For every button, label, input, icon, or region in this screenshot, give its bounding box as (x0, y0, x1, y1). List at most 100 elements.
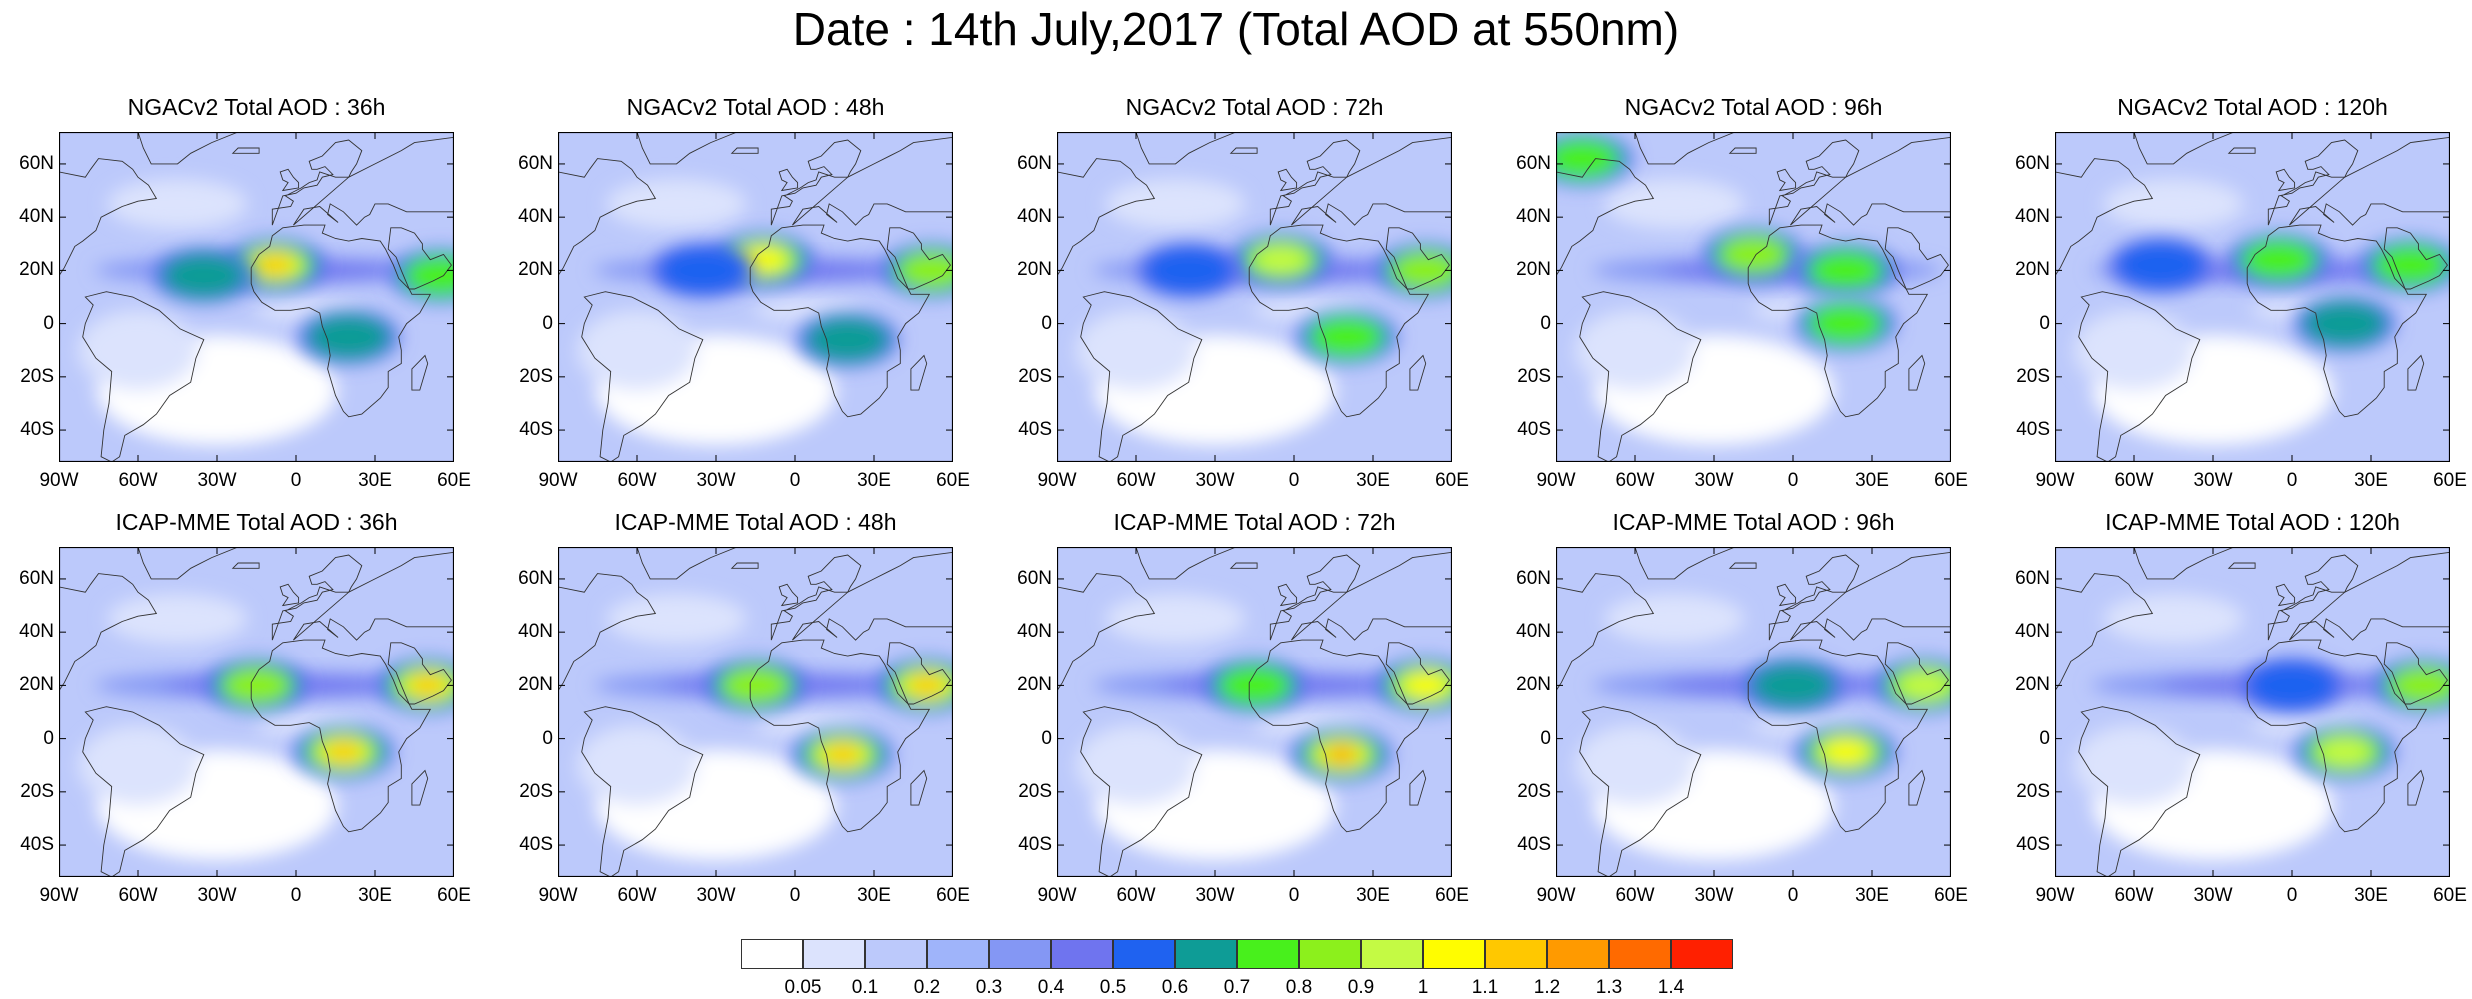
low-aod-region (606, 178, 747, 229)
map-panel: NGACv2 Total AOD : 48h 60N 40N 20N 0 20S 40S 90… (503, 94, 1003, 564)
aod-field (1556, 547, 1951, 877)
aod-plume-level (1751, 663, 1835, 708)
lat-tick-label: 40N (2015, 621, 2050, 643)
low-aod-areas (1575, 593, 1862, 861)
coastline-madagascar (411, 769, 429, 806)
lon-tick-label: 30W (1694, 470, 1734, 491)
lon-tick-label: 0 (1288, 470, 1300, 491)
aod-plume-level (326, 742, 361, 762)
aod-plume-level (1310, 317, 1384, 357)
aod-plume-level (825, 745, 860, 764)
coastline-greenland (2133, 132, 2235, 165)
aod-plume (651, 243, 754, 298)
coastline-southAmerica (1080, 706, 1203, 877)
colorbar-swatch (1423, 939, 1485, 969)
low-aod-region (107, 593, 248, 644)
aod-plume-level (410, 676, 446, 695)
lon-tick-label: 30E (857, 885, 891, 906)
map-border (59, 132, 454, 462)
coastline-africa (2246, 224, 2428, 418)
colorbar-swatch (803, 939, 865, 969)
panel-title: NGACv2 Total AOD : 72h (1125, 94, 1384, 120)
lat-tick-label: 20N (1017, 259, 1052, 281)
lon-tick-label: 0 (1787, 470, 1799, 491)
colorbar-swatch (865, 939, 927, 969)
lon-tick-label: 30E (358, 470, 392, 491)
low-aod-areas (2074, 593, 2361, 861)
aod-plume (2109, 237, 2212, 293)
low-aod-region (1604, 593, 1745, 644)
coastline-iceland (231, 562, 260, 569)
aod-plume-level (1823, 740, 1868, 764)
low-aod-region (1604, 178, 1745, 229)
axis-ticks (1057, 132, 1452, 462)
aod-plume (2293, 296, 2396, 351)
lat-tick-label: 20N (19, 259, 54, 281)
coastlines (1556, 547, 1951, 877)
aod-plume-level (224, 668, 289, 703)
colorbar-swatch (989, 939, 1051, 969)
aod-plume-level (2317, 737, 2372, 767)
aod-plume-level (900, 253, 953, 288)
low-aod-region (78, 310, 198, 391)
colorbar-label: 0.7 (1223, 977, 1251, 998)
axis-ticks (2055, 547, 2450, 877)
aod-map (1057, 132, 1452, 462)
low-aod-region (1575, 310, 1695, 391)
coastline-arabia (1884, 642, 1949, 705)
low-aod-region (1076, 725, 1196, 806)
aod-map-svg (1556, 547, 1951, 877)
panel-title: NGACv2 Total AOD : 48h (626, 94, 885, 120)
lat-tick-label: 40N (518, 206, 553, 228)
coastline-arabia (1884, 227, 1949, 290)
lon-tick-label: 60E (1934, 470, 1968, 491)
coastline-iceland (231, 147, 260, 154)
colorbar-swatch (927, 939, 989, 969)
low-aod-areas (78, 593, 365, 861)
lat-tick-label: 20N (518, 259, 553, 281)
lat-tick-label: 20N (1516, 259, 1551, 281)
lat-tick-label: 20S (2016, 780, 2050, 802)
coastline-madagascar (1409, 769, 1427, 806)
aod-plume-level (2391, 668, 2450, 703)
lat-tick-label: 60N (1516, 567, 1551, 589)
coastline-britain (1776, 168, 1797, 192)
lon-tick-label: 60E (2433, 470, 2467, 491)
lat-tick-label: 0 (43, 312, 54, 334)
panel-title: ICAP-MME Total AOD : 48h (614, 509, 897, 535)
coastline-europe (1768, 554, 1860, 641)
coastlines (1556, 132, 1951, 462)
axis-ticks (59, 547, 454, 877)
lat-tick-label: 40S (1018, 834, 1052, 856)
coastline-iceland (1229, 562, 1258, 569)
lon-tick-label: 60E (437, 470, 471, 491)
lon-tick-label: 30W (696, 885, 736, 906)
lat-tick-label: 60N (1017, 152, 1052, 174)
aod-plume-level (1809, 250, 1883, 290)
coastline-europe (2267, 139, 2359, 226)
coastline-madagascar (1908, 354, 1926, 391)
aod-plume (1794, 296, 1897, 351)
map-panel: ICAP-MME Total AOD : 96h 60N 40N 20N 0 20S 40S… (1501, 509, 2001, 979)
aod-plume-level (404, 256, 454, 296)
aod-plume (2359, 237, 2450, 293)
aod-plume-level (1809, 304, 1883, 344)
aod-map-svg (2055, 547, 2450, 877)
coastline-britain (778, 583, 799, 607)
lon-tick-label: 60W (118, 470, 158, 491)
lon-tick-label: 60W (1615, 470, 1655, 491)
coastline-africa (1747, 224, 1929, 418)
coastline-iceland (1728, 562, 1757, 569)
lon-tick-label: 90W (1536, 885, 1576, 906)
lat-tick-label: 20S (2016, 365, 2050, 387)
coastline-northAmerica (59, 573, 158, 692)
coastline-northAmerica (59, 158, 158, 277)
aod-map-svg (1057, 132, 1452, 462)
coastline-iceland (730, 562, 759, 569)
colorbar-swatch (1237, 939, 1299, 969)
colorbar-swatch (1113, 939, 1175, 969)
coastline-southAmerica (2078, 291, 2201, 462)
map-border (1556, 132, 1951, 462)
lon-tick-label: 90W (1536, 470, 1576, 491)
colorbar-label: 0.3 (975, 977, 1003, 998)
